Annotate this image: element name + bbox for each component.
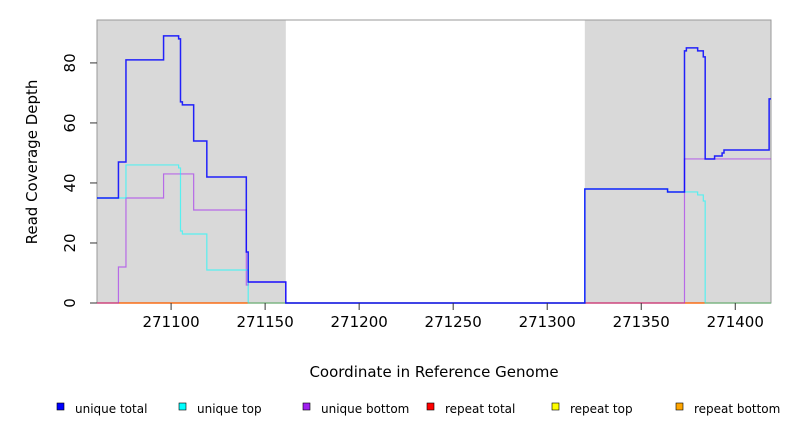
legend-label-unique-top: unique top [197,402,262,416]
legend-label-repeat-top: repeat top [570,402,633,416]
legend-swatch-repeat-top [551,402,560,411]
x-tick-label: 271300 [519,313,576,331]
legend-swatch-unique-total [56,402,65,411]
legend-swatch-repeat-bottom [675,402,684,411]
legend-swatch-unique-bottom [302,402,311,411]
legend-label-repeat-total: repeat total [445,402,515,416]
y-tick-label: 20 [61,233,79,252]
shaded-region [584,20,771,303]
shaded-region [97,20,286,303]
y-tick-label: 40 [61,173,79,192]
legend-label-repeat-bottom: repeat bottom [694,402,780,416]
x-tick-label: 271400 [707,313,764,331]
x-tick-label: 271200 [331,313,388,331]
y-tick-label: 80 [61,53,79,72]
x-tick-label: 271100 [142,313,199,331]
y-axis-label: Read Coverage Depth [23,80,41,245]
legend-label-unique-bottom: unique bottom [321,402,409,416]
legend-swatch-unique-top [178,402,187,411]
x-tick-label: 271150 [236,313,293,331]
x-axis-label: Coordinate in Reference Genome [309,363,558,381]
x-tick-label: 271350 [613,313,670,331]
legend-label-unique-total: unique total [75,402,147,416]
legend-swatch-repeat-total [426,402,435,411]
y-tick-label: 0 [61,298,79,308]
x-tick-label: 271250 [425,313,482,331]
series-line-unique-total [97,35,771,304]
y-tick-label: 60 [61,113,79,132]
series-line-unique-top [97,164,771,304]
